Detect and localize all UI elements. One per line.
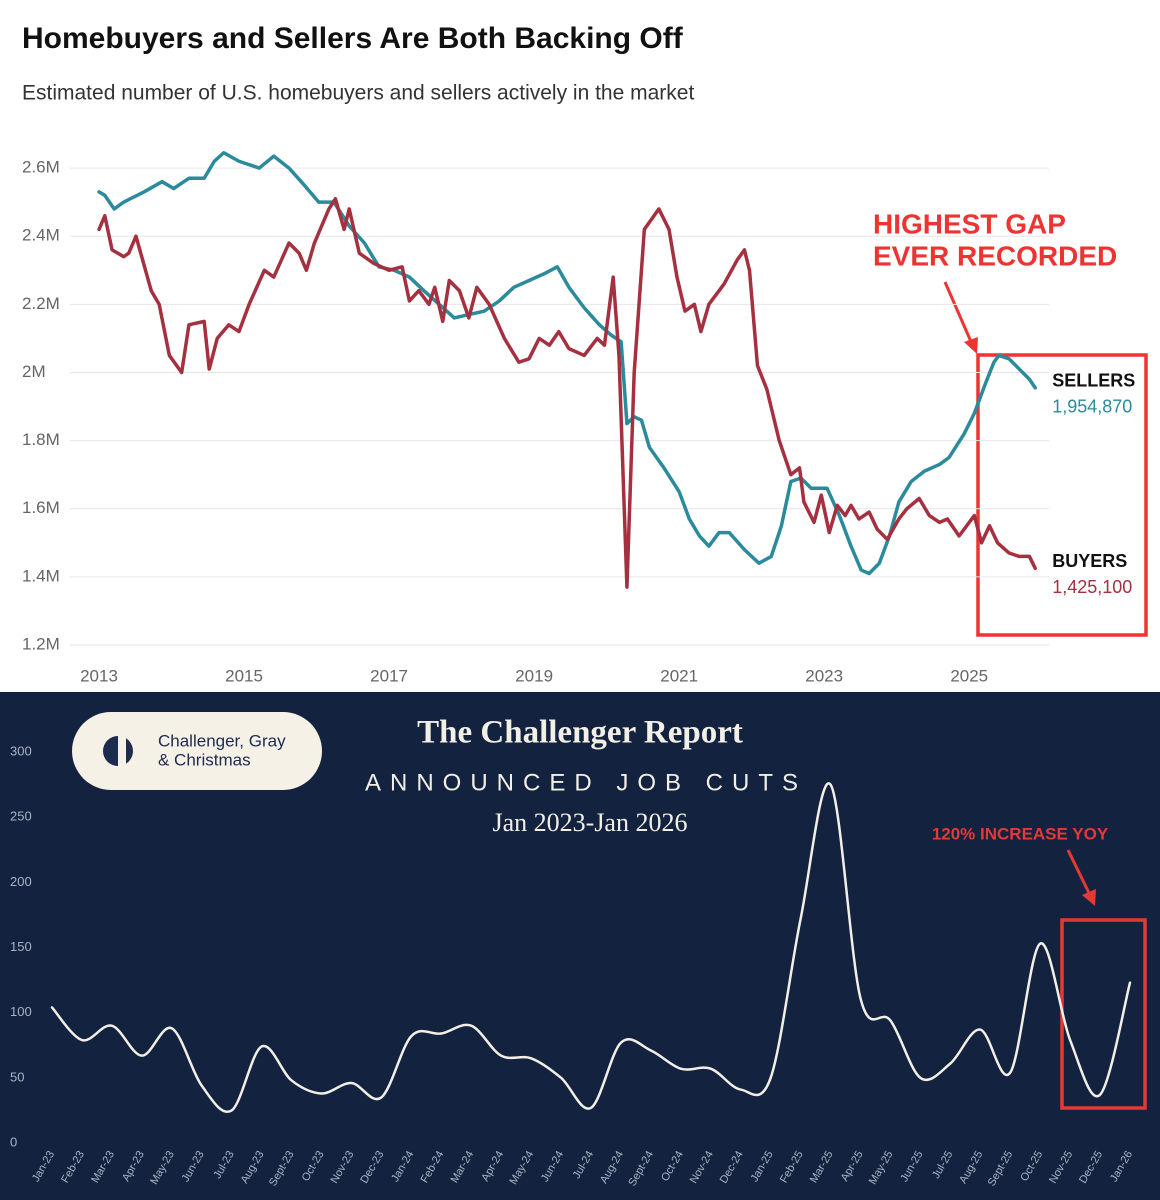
y-tick-label: 2.4M xyxy=(22,226,60,245)
y-tick-label: 300 xyxy=(10,743,32,758)
y-tick-label: 200 xyxy=(10,874,32,889)
y-tick-label: 1.2M xyxy=(22,634,60,653)
logo-icon-cut xyxy=(118,736,126,766)
y-tick-label: 250 xyxy=(10,809,32,824)
y-tick-label: 1.6M xyxy=(22,498,60,517)
arrow-head xyxy=(964,337,978,354)
data-line xyxy=(97,150,1037,576)
end-value-label: 1,954,870 xyxy=(1052,397,1132,417)
y-tick-label: 100 xyxy=(10,1004,32,1019)
series-label: SELLERS xyxy=(1052,371,1135,391)
y-tick-label: 2.2M xyxy=(22,294,60,313)
x-tick-label: 2023 xyxy=(805,666,843,685)
chart-subtitle: ANNOUNCED JOB CUTS xyxy=(365,769,807,796)
x-tick-label: 2021 xyxy=(660,666,698,685)
chart-subtitle: Estimated number of U.S. homebuyers and … xyxy=(22,82,694,105)
annotation: HIGHEST GAP xyxy=(873,208,1066,239)
logo-badge xyxy=(72,712,322,790)
y-tick-label: 0 xyxy=(10,1134,17,1149)
arrow-head xyxy=(1082,889,1096,906)
y-tick-label: 1.4M xyxy=(22,566,60,585)
highlight-box xyxy=(976,353,1148,637)
x-tick-label: 2015 xyxy=(225,666,263,685)
y-tick-label: 2M xyxy=(22,362,46,381)
annotation-arrow xyxy=(943,281,974,345)
x-tick-label: 2017 xyxy=(370,666,408,685)
y-tick-label: 50 xyxy=(10,1069,24,1084)
x-tick-label: 2013 xyxy=(80,666,118,685)
date-range: Jan 2023-Jan 2026 xyxy=(493,808,688,837)
x-tick-label: 2019 xyxy=(515,666,553,685)
chart-title: The Challenger Report xyxy=(417,715,743,751)
end-value-label: 1,425,100 xyxy=(1052,577,1132,597)
annotation: EVER RECORDED xyxy=(873,240,1117,271)
data-line xyxy=(50,782,1132,1114)
y-tick-label: 1.8M xyxy=(22,430,60,449)
y-tick-label: 2.6M xyxy=(22,158,60,177)
annotation-arrow xyxy=(1066,849,1092,896)
x-tick-label: 2025 xyxy=(950,666,988,685)
data-line xyxy=(97,196,1037,589)
logo-text: & Christmas xyxy=(158,750,251,769)
annotation: 120% INCREASE YOY xyxy=(932,824,1109,843)
y-tick-label: 150 xyxy=(10,939,32,954)
chart-title: Homebuyers and Sellers Are Both Backing … xyxy=(22,22,684,55)
logo-text: Challenger, Gray xyxy=(158,731,286,750)
series-label: BUYERS xyxy=(1052,551,1127,571)
